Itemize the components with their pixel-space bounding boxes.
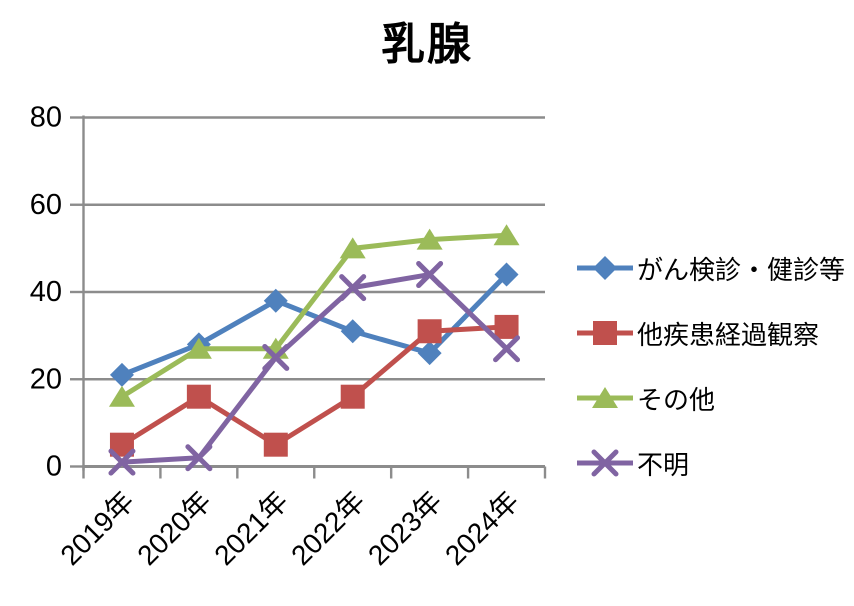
series-3 xyxy=(108,261,521,476)
triangle-marker-icon xyxy=(416,228,443,250)
x-axis-label: 2019年 xyxy=(54,485,140,571)
y-axis-label: 20 xyxy=(30,363,62,395)
series-1 xyxy=(109,314,519,457)
triangle-marker-icon xyxy=(493,224,520,246)
x-axis-label: 2023年 xyxy=(362,485,448,571)
x-axis-label: 2021年 xyxy=(208,485,294,571)
x-marker-icon xyxy=(108,448,136,476)
series-line-3 xyxy=(119,272,510,465)
x-axis-label: 2024年 xyxy=(439,485,525,571)
x-marker-icon xyxy=(339,274,367,302)
x-marker-icon xyxy=(185,444,213,472)
triangle-marker-icon xyxy=(108,385,135,407)
y-axis-label: 40 xyxy=(30,276,62,308)
diamond-marker-icon xyxy=(263,288,288,313)
x-axis-label: 2020年 xyxy=(131,485,217,571)
y-axis-label: 0 xyxy=(46,451,62,483)
square-marker-icon xyxy=(417,319,442,344)
x-marker-icon xyxy=(493,335,521,363)
square-marker-icon xyxy=(186,384,211,409)
series-line-1 xyxy=(119,324,510,448)
diamond-marker-icon xyxy=(340,319,365,344)
triangle-marker-icon xyxy=(185,337,212,359)
y-axis-label: 60 xyxy=(30,189,62,221)
diamond-marker-icon xyxy=(417,341,442,366)
square-marker-icon xyxy=(494,314,519,339)
square-marker-icon xyxy=(340,384,365,409)
x-marker-icon xyxy=(262,343,290,371)
chart-title: 乳腺 xyxy=(381,20,473,69)
series-line-2 xyxy=(119,232,510,400)
triangle-marker-icon xyxy=(339,237,366,259)
y-axis-label: 80 xyxy=(30,102,62,134)
square-marker-icon xyxy=(263,432,288,457)
diamond-marker-icon xyxy=(109,362,134,387)
x-axis-label: 2022年 xyxy=(285,485,371,571)
series-line-0 xyxy=(119,272,510,378)
diamond-marker-icon xyxy=(494,262,519,287)
x-marker-icon xyxy=(416,261,444,289)
